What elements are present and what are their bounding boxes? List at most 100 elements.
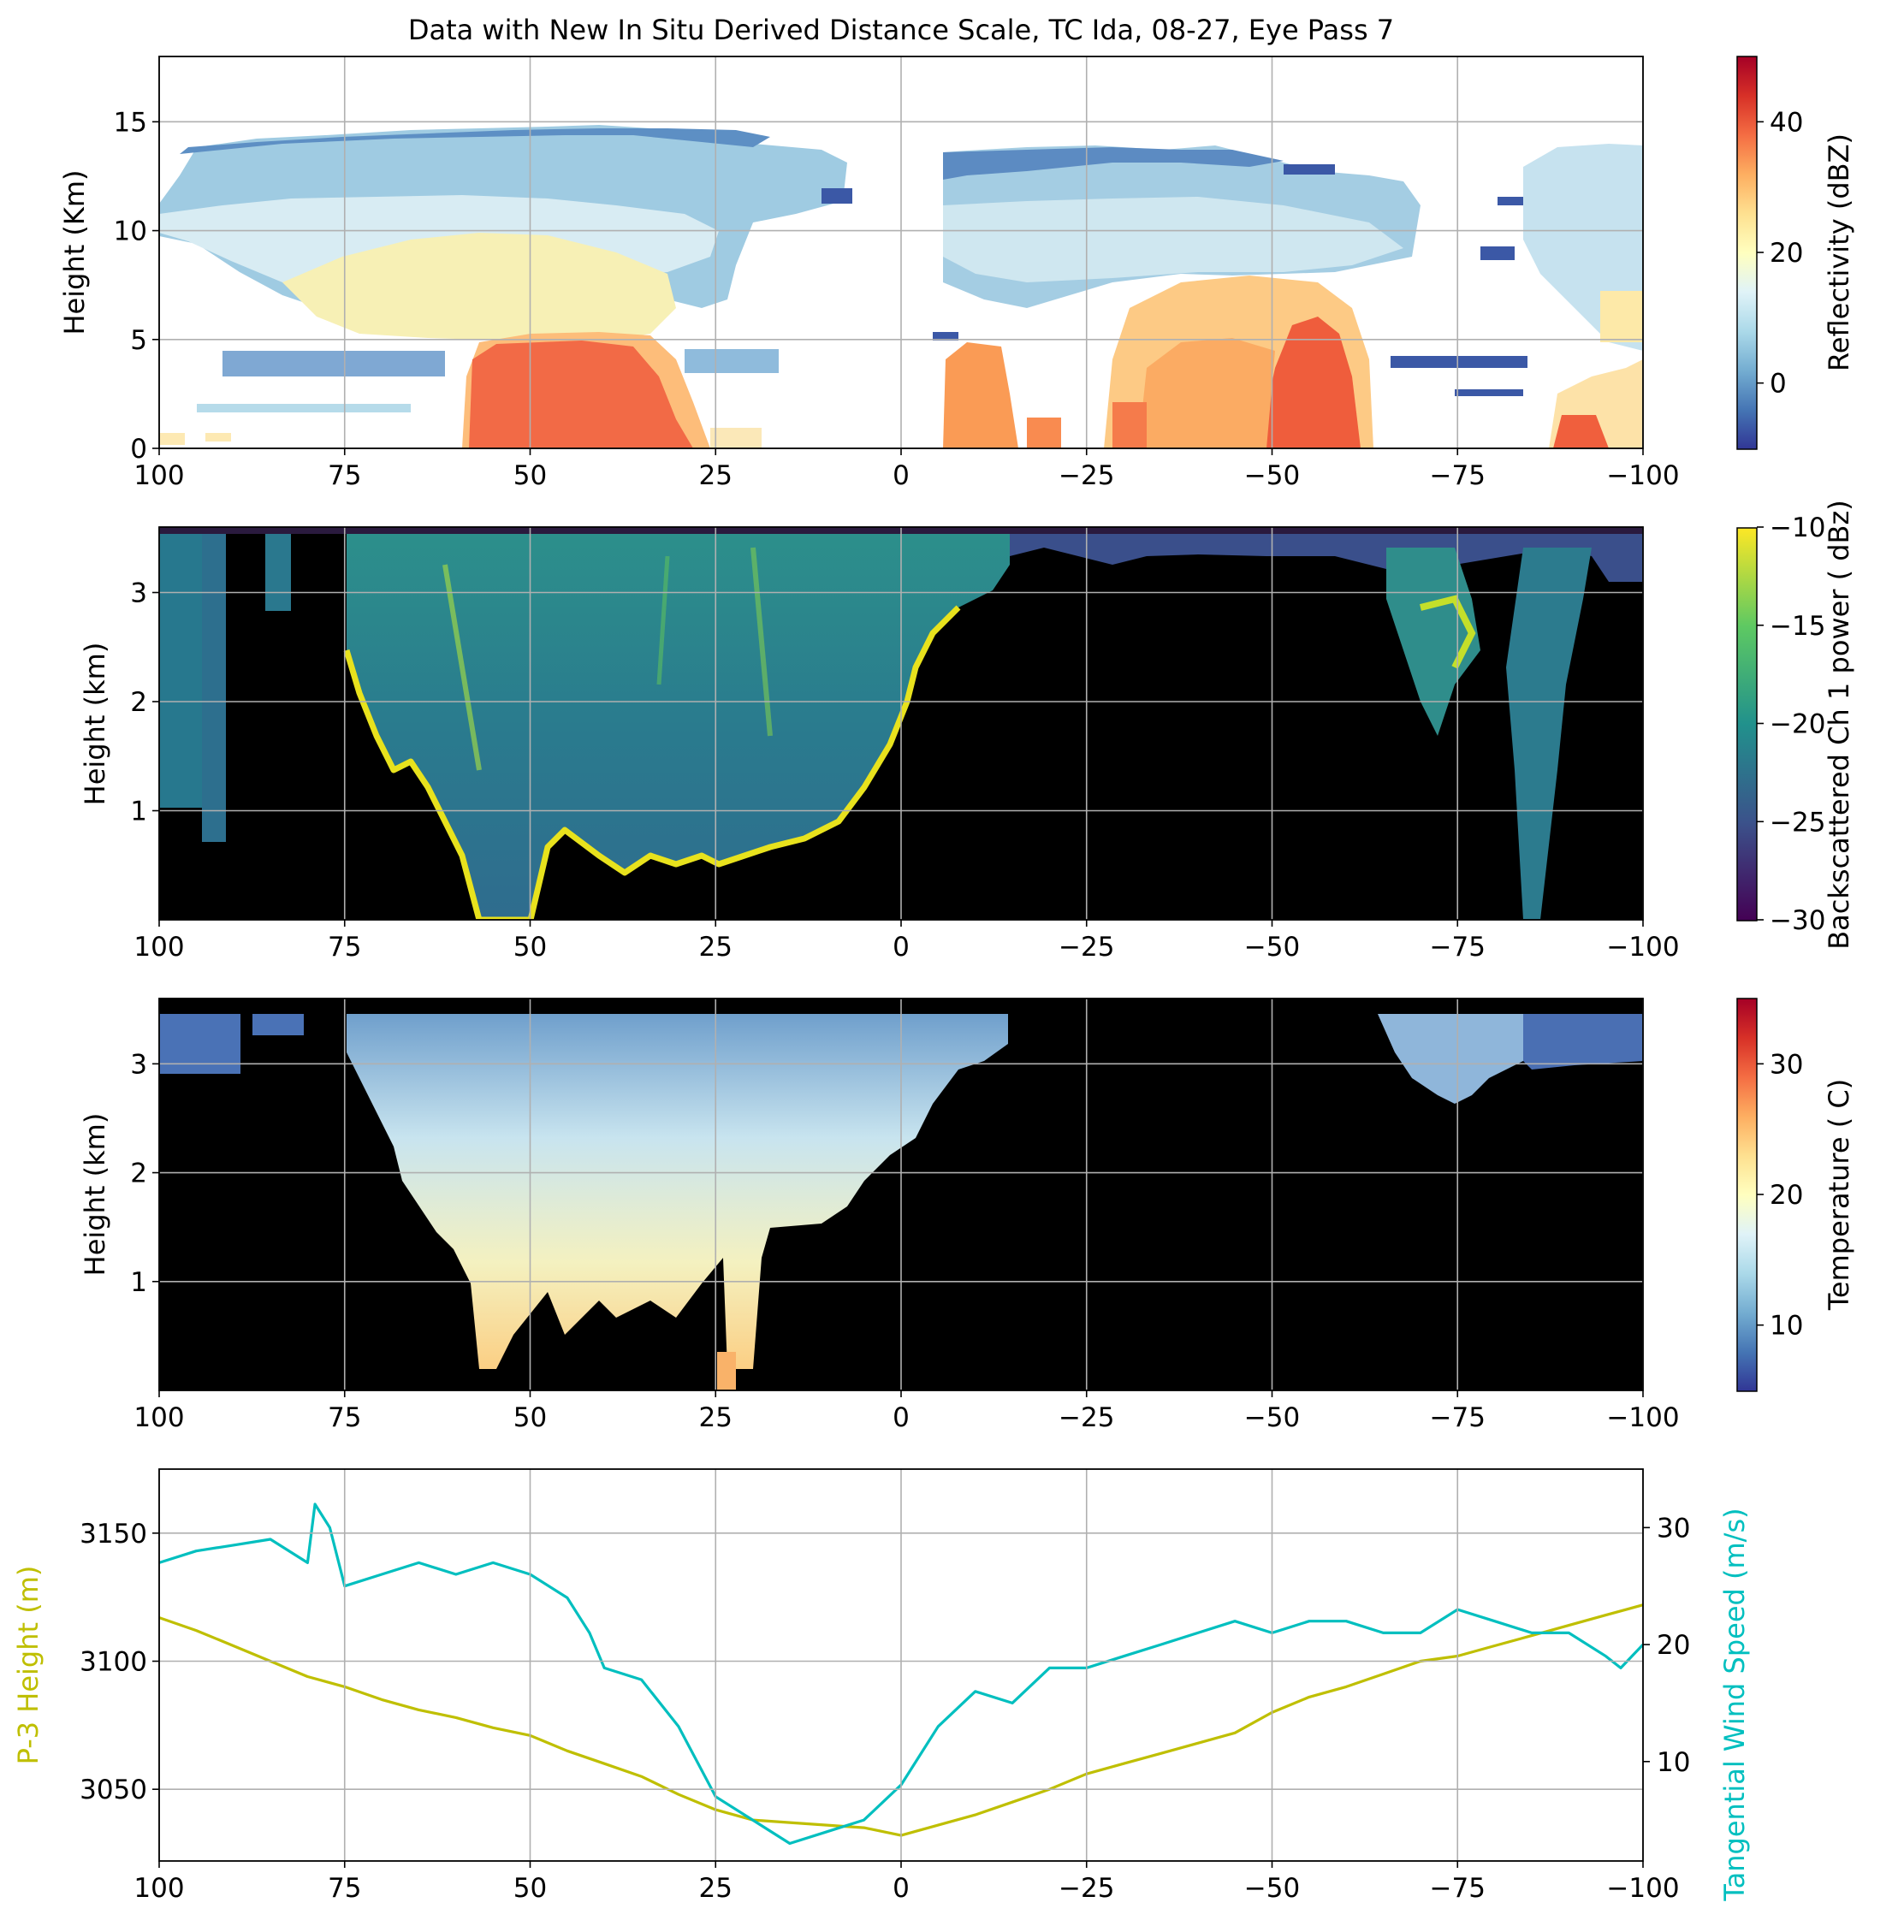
lidar-right-top [1010,534,1643,582]
fragment-5 [933,332,958,341]
x-tick-label: −50 [1244,932,1300,963]
x-tick-label: −75 [1430,1873,1486,1904]
colorbar-backscatter: −30 −25 −20 −15 −10 Backscattered Ch 1 power… [1736,500,1855,950]
temperature-right-region-2 [1523,1014,1643,1070]
anvil-left-edge [180,128,770,154]
x-tick-label: 50 [513,1873,547,1904]
lidar-right-cloud-2 [1506,548,1592,920]
cell-left-core [469,341,693,448]
x-tick-label: −25 [1059,1873,1114,1904]
x-tick-label: 0 [893,932,910,963]
x-tick-label: −75 [1430,460,1486,491]
p3-height-ylabel: P-3 Height (m) [12,1566,44,1765]
colorbar-temperature: 10 20 30 Temperature ( C) [1736,998,1855,1392]
anvil-left-warm [282,233,676,342]
x-tick-label: 25 [699,460,733,491]
x-tick-label: −25 [1059,1402,1114,1433]
fragment-2 [1455,389,1523,396]
x-tick-label: −100 [1606,1873,1679,1904]
lidar-ylabel: Height (km) [79,643,111,806]
x-tick-label: 100 [133,460,184,491]
y-tick-label: 3 [130,578,147,609]
colorbar-backscatter-label: Backscattered Ch 1 power ( dBz) [1823,500,1855,950]
temperature-left-strip-2 [252,1014,304,1035]
y-tick-label-left: 3150 [80,1519,147,1550]
x-tick-label: 75 [328,1873,361,1904]
y-tick-label: 2 [130,1159,147,1189]
low-echo-2 [159,433,185,445]
colorbar-temperature-gradient [1736,998,1758,1392]
y-tick-label: 1 [130,797,147,827]
x-tick-label: 50 [513,1402,547,1433]
temperature-left-strip [159,1014,240,1074]
x-tick-label: −50 [1244,1402,1300,1433]
axes-frame-panel-4 [158,1468,1644,1862]
x-tick-label: 0 [893,1873,910,1904]
reflectivity-field [159,125,1643,448]
y-tick-label: 3 [130,1049,147,1080]
cell-right-mid [1138,338,1275,448]
colorbar-tick-label: −30 [1770,905,1825,936]
y-tick-label: 5 [130,325,147,356]
x-tick-label: −50 [1244,460,1300,491]
figure-title: Data with New In Situ Derived Distance S… [408,14,1394,46]
low-echo-4 [710,428,762,448]
y-tick-label-right: 10 [1657,1747,1690,1778]
x-tick-label: 50 [513,932,547,963]
axes-frame-panel-3 [158,998,1644,1391]
colorbar-tick-label: 20 [1770,238,1803,269]
cell-right-core [1258,317,1361,448]
lidar-boundary-layer [343,605,961,920]
colorbar-reflectivity-ticks: 0 20 40 [1757,107,1803,400]
x-tick-label: 100 [133,1402,184,1433]
colorbar-temperature-ticks: 10 20 30 [1757,1049,1803,1342]
colorbar-tick-label: 0 [1770,369,1787,400]
x-tick-label: −75 [1430,1402,1486,1433]
x-tick-label: −100 [1606,460,1679,491]
fragment-7 [1498,197,1523,205]
reflectivity-ylabel: Height (Km) [58,169,91,335]
y-tick-label-right: 20 [1657,1630,1690,1661]
cell-small-1 [943,342,1018,448]
fragment-4 [1284,164,1335,175]
colorbar-temperature-label: Temperature ( C) [1823,1079,1855,1311]
lidar-streak-1 [442,564,482,771]
fragment-1 [1391,356,1527,368]
x-tick-label: 50 [513,460,547,491]
y-tick-label-left: 3100 [80,1647,147,1678]
tangential-wind-line [159,1502,1643,1846]
colorbar-reflectivity-gradient [1736,56,1758,450]
x-tick-label: 75 [328,932,361,963]
temperature-ylabel: Height (km) [79,1113,111,1277]
x-tick-label: −25 [1059,932,1114,963]
y-tick-label: 10 [114,216,147,247]
cell-small-3 [1112,402,1147,448]
colorbar-reflectivity-label: Reflectivity (dBZ) [1823,133,1855,371]
panel-reflectivity [159,125,1643,448]
low-echo-3 [205,433,231,442]
colorbar-backscatter-gradient [1736,527,1758,922]
grid-panel-4: 100 75 50 25 0 −25 −50 −75 −100 3050 3100 3150 10 20 3… [80,1469,1690,1904]
x-tick-label: −75 [1430,932,1486,963]
lidar-eye-region [347,534,1010,920]
colorbar-reflectivity: 0 20 40 Reflectivity (dBZ) [1736,56,1855,450]
x-tick-label: −100 [1606,932,1679,963]
lidar-right-bright [1420,595,1476,669]
x-tick-label: −25 [1059,460,1114,491]
x-tick-label: 75 [328,1402,361,1433]
colorbar-tick-label: −10 [1770,513,1825,543]
low-echo-6 [685,349,779,373]
lidar-left-strand-1 [159,534,202,808]
lidar-streak-3 [656,555,670,685]
axes-frame-panel-2 [158,526,1644,921]
colorbar-tick-label: 30 [1770,1049,1803,1080]
colorbar-tick-label: −20 [1770,709,1825,740]
axes-frame-panel-1 [158,56,1644,449]
x-tick-label: −50 [1244,1873,1300,1904]
colorbar-tick-label: −25 [1770,807,1825,838]
colorbar-tick-label: 10 [1770,1311,1803,1342]
cell-small-2 [1027,418,1061,448]
y-tick-label: 0 [130,434,147,465]
cell-far-right-core [1553,415,1609,448]
